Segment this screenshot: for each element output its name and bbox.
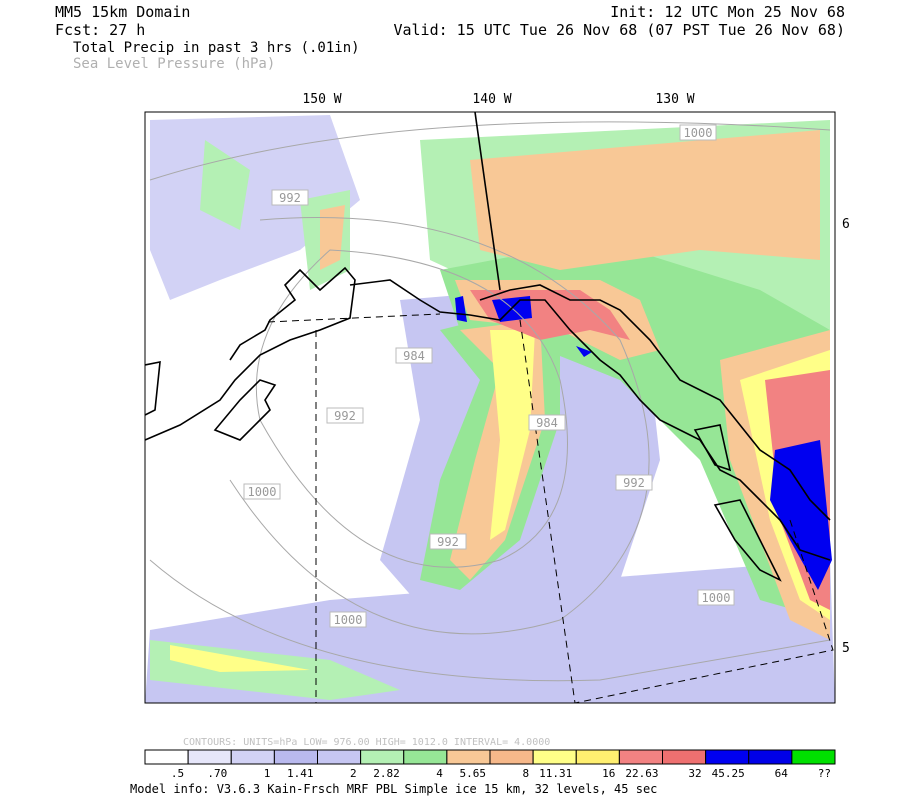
longitude-label: 150 W (302, 92, 341, 107)
colorbar-label: 4 (436, 767, 443, 780)
colorbar-box (230, 749, 275, 765)
colorbar-box (748, 749, 793, 765)
precip-field (145, 112, 835, 703)
colorbar-box (662, 749, 707, 765)
contour-label: 1000 (334, 613, 363, 627)
colorbar-label: 64 (775, 767, 789, 780)
contour-label: 992 (623, 476, 645, 490)
colorbar-box (618, 749, 663, 765)
title: MM5 15km Domain (55, 3, 190, 21)
contour-label-box (395, 347, 433, 364)
colorbar-box (144, 749, 189, 765)
coastlines (145, 266, 831, 582)
overlay-name: Sea Level Pressure (hPa) (73, 56, 275, 72)
colorbar-label: 11.31 (539, 767, 572, 780)
colorbar-box (403, 749, 448, 765)
colorbar-label: .5 (171, 767, 184, 780)
colorbar-box (187, 749, 232, 765)
colorbar-label: 2.82 (373, 767, 400, 780)
contour-label: 992 (334, 409, 356, 423)
contour-label-box (528, 414, 566, 431)
colorbar-box (360, 749, 405, 765)
contour-label-box (615, 474, 653, 491)
contour-info: CONTOURS: UNITS=hPa LOW= 976.00 HIGH= 10… (183, 737, 550, 748)
colorbar-box (791, 749, 836, 765)
colorbar-label: 32 (688, 767, 701, 780)
boundaries (267, 313, 834, 703)
colorbar-label: 2 (350, 767, 357, 780)
forecast-hour: Fcst: 27 h (55, 21, 145, 39)
colorbar-label: 1 (264, 767, 271, 780)
latitude-label: 6 (842, 217, 850, 232)
colorbar-box (317, 749, 362, 765)
colorbar-label: .70 (207, 767, 227, 780)
init-time: Init: 12 UTC Mon 25 Nov 68 (610, 3, 845, 21)
contour-label-box (271, 189, 309, 206)
contour-label-box (429, 533, 467, 550)
colorbar-box (532, 749, 577, 765)
colorbar-label: ?? (818, 767, 831, 780)
latitude-label: 5 (842, 641, 850, 656)
colorbar-label: 16 (602, 767, 615, 780)
colorbar-label: 1.41 (287, 767, 314, 780)
colorbar-box (446, 749, 491, 765)
contour-label: 992 (437, 535, 459, 549)
colorbar-label: 45.25 (712, 767, 745, 780)
contour-label: 984 (403, 349, 425, 363)
colorbar-box (489, 749, 534, 765)
colorbar-label: 5.65 (460, 767, 487, 780)
contour-label-box (243, 483, 281, 500)
colorbar-box (273, 749, 318, 765)
longitude-label: 130 W (655, 92, 694, 107)
contour-label-box (329, 611, 367, 628)
colorbar-box (705, 749, 750, 765)
valid-time: Valid: 15 UTC Tue 26 Nov 68 (07 PST Tue … (393, 21, 845, 39)
contour-label: 984 (536, 416, 558, 430)
colorbar-label: 8 (523, 767, 530, 780)
contour-label: 1000 (248, 485, 277, 499)
longitude-label: 140 W (472, 92, 511, 107)
field-name: Total Precip in past 3 hrs (.01in) (73, 40, 360, 56)
contour-label-box (679, 124, 717, 141)
contour-label: 992 (279, 191, 301, 205)
model-info: Model info: V3.6.3 Kain-Frsch MRF PBL Si… (130, 782, 657, 796)
contour-label-box (326, 407, 364, 424)
meridian-line (474, 112, 501, 291)
contour-label: 1000 (684, 126, 713, 140)
colorbar-label: 22.63 (625, 767, 658, 780)
contour-label: 1000 (702, 591, 731, 605)
colorbar-box (575, 749, 620, 765)
contour-label-box (697, 589, 735, 606)
map-frame (144, 111, 836, 704)
